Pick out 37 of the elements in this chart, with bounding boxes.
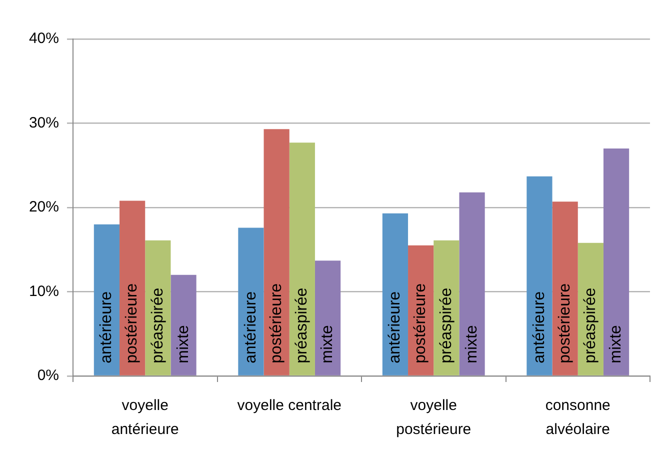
text: postérieure — [556, 283, 574, 364]
series-label: mixte — [319, 325, 336, 364]
text: postérieure — [412, 283, 430, 364]
bar — [289, 142, 315, 376]
y-tick-label: 30% — [28, 114, 59, 132]
x-tick-label: voyelle centrale — [237, 397, 342, 414]
bar — [382, 213, 408, 376]
text: préaspirée — [582, 288, 600, 364]
text: mixte — [174, 325, 192, 364]
text: antérieure — [242, 291, 260, 364]
text: postérieure — [268, 283, 285, 364]
text: préaspirée — [149, 288, 166, 364]
bar — [459, 192, 485, 376]
y-tick-label: 20% — [28, 198, 59, 216]
x-tick-label: voyelle antérieure — [111, 397, 179, 438]
bar — [238, 228, 264, 376]
text: mixte — [463, 325, 480, 364]
bar — [94, 224, 120, 376]
text: antérieure — [98, 291, 116, 364]
y-tick-label: 40% — [28, 30, 59, 48]
y-tick-label: 0% — [37, 367, 59, 384]
bar — [526, 176, 552, 376]
series-label: postérieure — [124, 283, 141, 364]
bar — [552, 202, 578, 376]
bar — [170, 274, 196, 376]
y-tick-label: 10% — [28, 282, 59, 300]
x-tick-label: consonne alvéolaire — [545, 397, 610, 438]
text: mixte — [608, 325, 625, 364]
bar — [314, 260, 341, 376]
bar — [603, 148, 630, 376]
series-label: antérieure — [386, 291, 404, 364]
text: préaspirée — [438, 288, 455, 364]
text: antérieure — [530, 291, 548, 364]
bar — [120, 200, 146, 376]
series-label: préaspirée — [294, 288, 311, 364]
x-tick-label: voyelle postérieure — [396, 397, 472, 438]
bar — [264, 129, 290, 376]
